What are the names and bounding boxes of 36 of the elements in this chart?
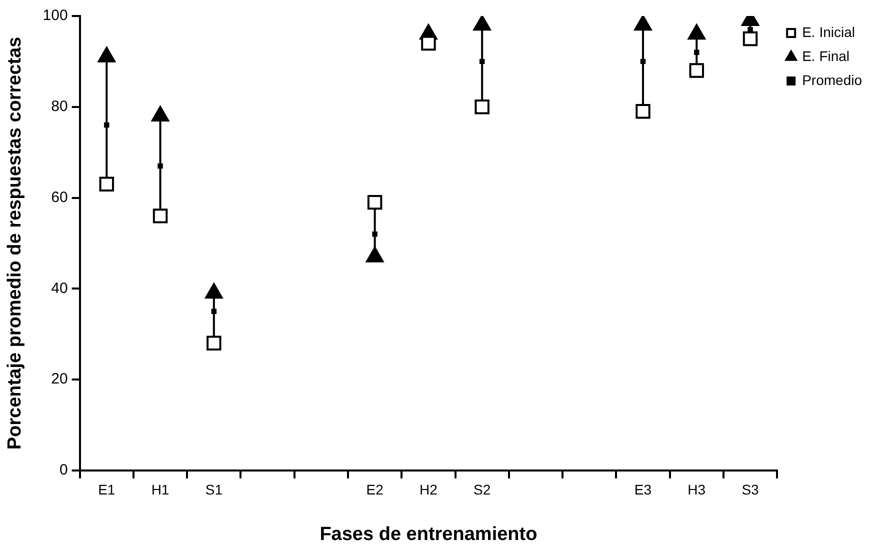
point xyxy=(206,336,222,351)
y-tick-label: 40 xyxy=(51,280,68,297)
y-tick-label: 80 xyxy=(51,98,68,116)
point xyxy=(689,63,704,78)
point xyxy=(104,122,110,128)
x-tick-label: S1 xyxy=(205,482,223,498)
y-tick-label: 20 xyxy=(51,370,68,388)
point xyxy=(742,31,758,46)
point xyxy=(158,163,163,169)
x-tick-label: S2 xyxy=(474,482,491,498)
x-tick-label: H2 xyxy=(420,482,438,498)
point xyxy=(152,208,168,224)
point xyxy=(694,50,700,55)
y-tick-label: 100 xyxy=(42,7,68,24)
legend-label: E. Inicial xyxy=(802,24,856,40)
x-axis-title: Fases de entrenamiento xyxy=(320,524,538,545)
point xyxy=(211,308,217,314)
x-tick-label: E1 xyxy=(98,482,116,498)
legend-label: Promedio xyxy=(802,72,862,88)
x-tick-label: H1 xyxy=(151,482,170,498)
y-tick-label: 0 xyxy=(59,462,68,479)
y-axis-title: Porcentaje promedio de respuestas correctas xyxy=(4,36,26,450)
x-tick-label: E3 xyxy=(634,482,652,498)
y-tick-label: 60 xyxy=(51,188,68,206)
point xyxy=(421,36,436,51)
point xyxy=(640,58,646,64)
point xyxy=(372,231,378,237)
point xyxy=(474,100,490,114)
point xyxy=(479,58,485,64)
point xyxy=(636,104,650,119)
x-tick-label: H3 xyxy=(688,482,706,498)
point xyxy=(367,194,382,210)
x-tick-label: E2 xyxy=(366,482,384,498)
legend-label: E. Final xyxy=(802,48,850,64)
x-tick-label: S3 xyxy=(742,482,760,498)
point xyxy=(99,176,114,192)
